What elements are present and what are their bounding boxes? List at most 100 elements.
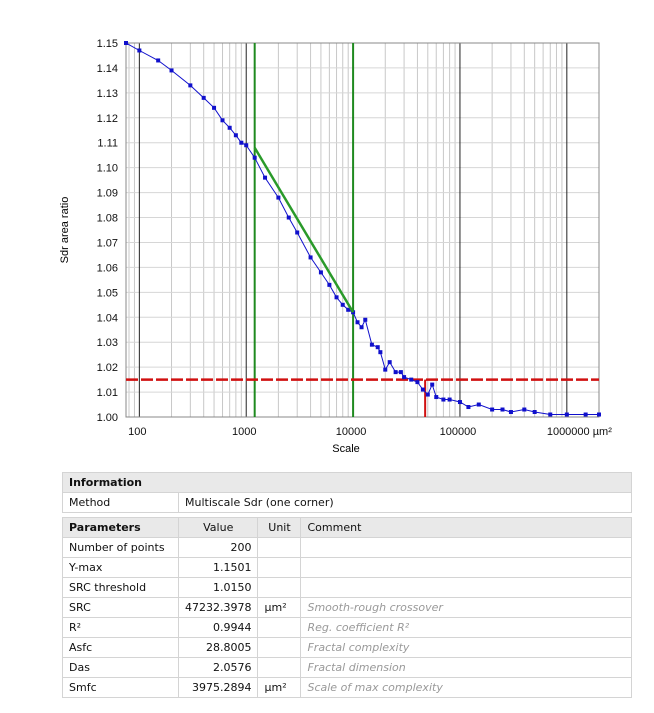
- data-point: [263, 175, 268, 180]
- parameter-rows: Number of points 200 Y-max 1.1501 SRC thresh…: [62, 537, 632, 698]
- x-axis-ticks: 100 1000 10000 100000 1000000 µm²: [128, 426, 612, 438]
- data-point: [375, 345, 380, 350]
- y-axis-label: Sdr area ratio: [59, 197, 71, 264]
- param-comment: [300, 557, 632, 578]
- y-tick-label: 1.03: [97, 337, 118, 349]
- param-name: SRC: [62, 597, 179, 618]
- data-point: [308, 255, 313, 260]
- unit-header: Unit: [257, 517, 302, 538]
- data-point: [156, 58, 161, 63]
- data-point: [425, 392, 430, 397]
- data-point: [286, 215, 291, 220]
- param-name: SRC threshold: [62, 577, 179, 598]
- data-point: [188, 83, 193, 88]
- parameter-row: Das 2.0576 Fractal dimension: [62, 657, 632, 678]
- param-comment: Reg. coefficient R²: [300, 617, 632, 638]
- data-point: [318, 270, 323, 275]
- data-point: [276, 195, 281, 200]
- data-point: [355, 320, 360, 325]
- minor-gridlines: [126, 42, 600, 418]
- data-point: [532, 410, 537, 415]
- y-tick-label: 1.08: [97, 213, 118, 225]
- param-unit: [257, 577, 302, 598]
- data-point: [476, 402, 481, 407]
- y-tick-label: 1.10: [97, 163, 118, 175]
- plot-area-frame: [125, 42, 600, 418]
- information-title: Information: [62, 472, 632, 493]
- data-point: [124, 41, 128, 45]
- parameter-row: Smfc 3975.2894 µm² Scale of max complexity: [62, 677, 632, 698]
- data-point: [409, 377, 414, 382]
- data-point: [239, 140, 244, 145]
- data-point: [220, 118, 225, 123]
- data-point: [359, 325, 364, 330]
- x-tick-label: 100000: [440, 426, 477, 438]
- method-value: Multiscale Sdr (one corner): [178, 492, 632, 513]
- parameter-row: SRC threshold 1.0150: [62, 577, 632, 598]
- data-point: [295, 230, 300, 235]
- data-point: [583, 412, 588, 417]
- data-point: [466, 405, 471, 410]
- param-name: Number of points: [62, 537, 179, 558]
- data-point: [244, 143, 249, 148]
- parameter-row: SRC 47232.3978 µm² Smooth-rough crossover: [62, 597, 632, 618]
- data-point: [402, 375, 407, 380]
- param-unit: [257, 617, 302, 638]
- data-point: [420, 387, 425, 392]
- data-point: [363, 317, 368, 322]
- data-point: [490, 407, 495, 412]
- param-name: Smfc: [62, 677, 179, 698]
- data-point: [334, 295, 339, 300]
- param-unit: µm²: [257, 597, 302, 618]
- data-point: [212, 105, 217, 110]
- x-tick-label: 10000: [336, 426, 367, 438]
- data-point: [340, 302, 345, 307]
- param-value: 1.1501: [177, 557, 259, 578]
- x-axis-label: Scale: [332, 443, 360, 455]
- data-point: [597, 412, 601, 417]
- param-name: Das: [62, 657, 179, 678]
- y-tick-label: 1.07: [97, 237, 118, 249]
- param-value: 1.0150: [177, 577, 259, 598]
- y-tick-label: 1.13: [97, 88, 118, 100]
- value-header: Value: [177, 517, 259, 538]
- param-comment: Fractal dimension: [300, 657, 632, 678]
- param-unit: [257, 637, 302, 658]
- x-tick-label: 100: [128, 426, 146, 438]
- information-header-row: Information: [62, 472, 632, 493]
- param-comment: Fractal complexity: [300, 637, 632, 658]
- param-value: 3975.2894: [177, 677, 259, 698]
- x-tick-label: 1000: [232, 426, 256, 438]
- y-axis-ticks: 1.00 1.01 1.02 1.03 1.04 1.05 1.06 1.07 1.08 1.09…: [97, 38, 118, 424]
- data-point: [201, 95, 206, 100]
- param-value: 0.9944: [177, 617, 259, 638]
- data-point: [346, 307, 351, 312]
- y-tick-label: 1.00: [97, 412, 118, 424]
- comment-header: Comment: [300, 517, 632, 538]
- parameters-table: Parameters Value Unit Comment Number of …: [62, 517, 632, 698]
- data-point: [522, 407, 527, 412]
- param-unit: [257, 537, 302, 558]
- x-tick-label: 1000000 µm²: [547, 426, 612, 438]
- y-tick-label: 1.05: [97, 287, 118, 299]
- y-tick-label: 1.02: [97, 362, 118, 374]
- data-point: [393, 370, 398, 375]
- y-tick-label: 1.04: [97, 312, 118, 324]
- parameter-row: Number of points 200: [62, 537, 632, 558]
- data-point: [441, 397, 446, 402]
- parameter-row: Y-max 1.1501: [62, 557, 632, 578]
- data-point: [500, 407, 505, 412]
- param-unit: [257, 557, 302, 578]
- method-label: Method: [62, 492, 179, 513]
- data-point: [415, 380, 420, 385]
- data-point: [369, 342, 374, 347]
- data-point: [434, 395, 439, 400]
- param-comment: [300, 537, 632, 558]
- y-tick-label: 1.11: [97, 138, 118, 150]
- y-tick-label: 1.09: [97, 188, 118, 200]
- information-table: Information Method Multiscale Sdr (one c…: [62, 472, 632, 513]
- data-point: [508, 410, 513, 415]
- y-tick-label: 1.14: [97, 63, 118, 75]
- parameter-row: Asfc 28.8005 Fractal complexity: [62, 637, 632, 658]
- data-point: [327, 282, 332, 287]
